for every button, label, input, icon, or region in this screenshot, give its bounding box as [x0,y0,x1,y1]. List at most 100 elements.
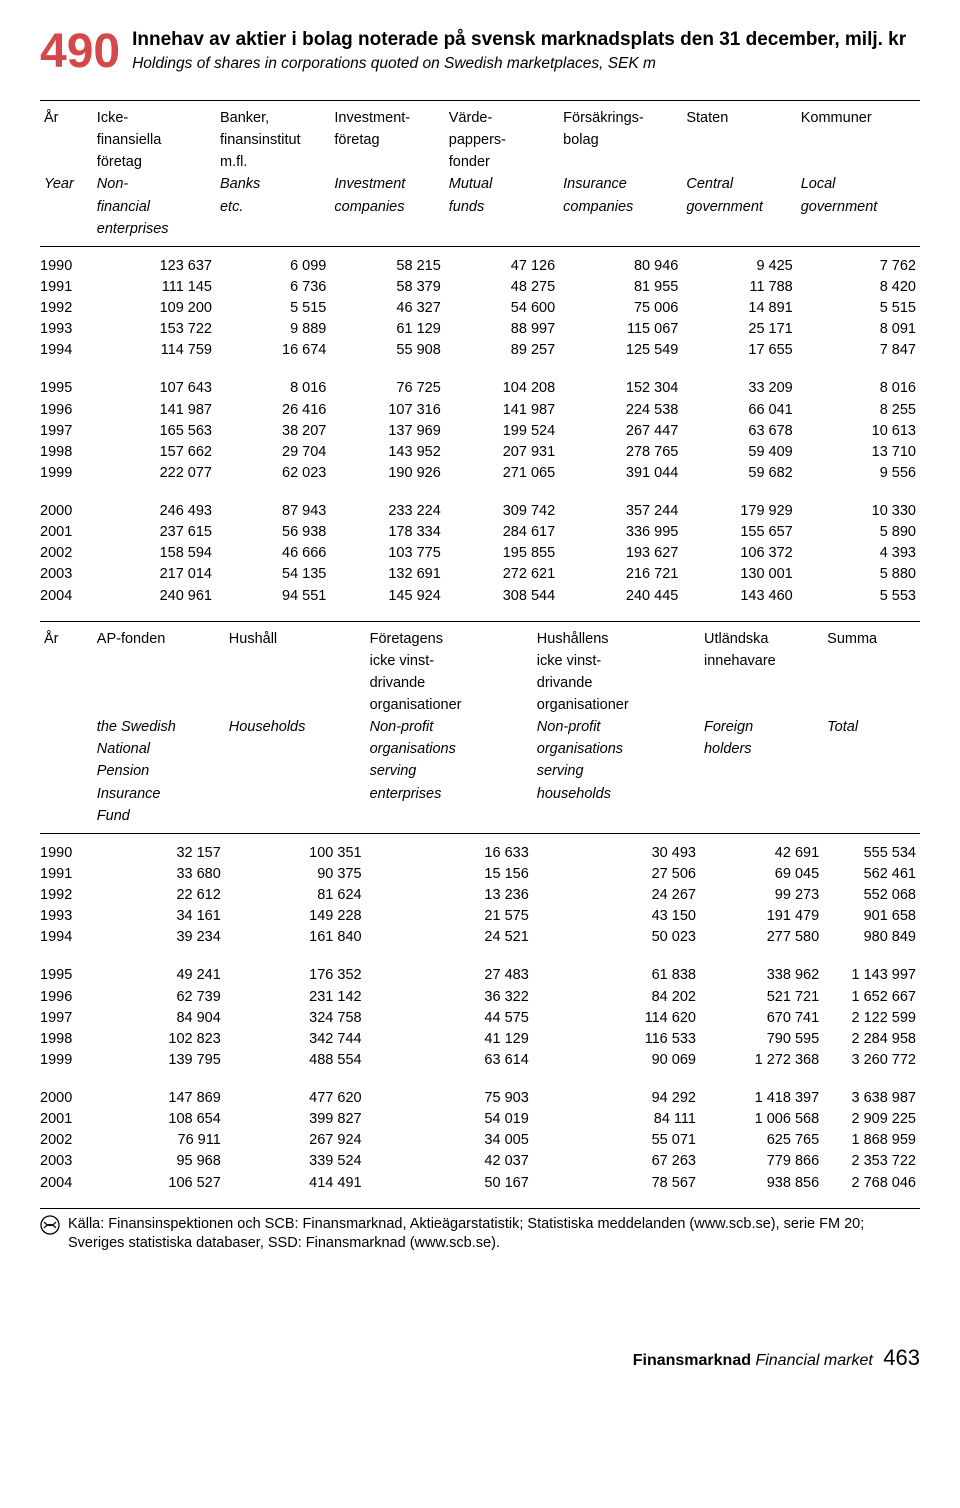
col-header: Företagens [366,621,533,650]
table-cell: 106 372 [682,543,796,564]
table-cell: 66 041 [682,399,796,420]
col-header [682,151,796,173]
col-header-en [682,218,796,247]
table-cell: 399 827 [225,1109,366,1130]
table-cell: 1997 [40,1007,93,1028]
table-cell: 69 045 [700,863,823,884]
table-cell: 27 506 [533,863,700,884]
table-cell: 488 554 [225,1049,366,1079]
col-header-en: companies [330,196,444,218]
table-row: 199222 61281 62413 23624 26799 273552 06… [40,885,920,906]
table-cell: 130 001 [682,564,796,585]
col-header-en: serving [533,760,700,782]
table-cell: 1 418 397 [700,1079,823,1109]
table-cell: 76 911 [93,1130,225,1151]
col-header-en [225,760,366,782]
table-cell: 16 633 [366,833,533,863]
table-cell: 271 065 [445,462,559,492]
table-cell: 1992 [40,885,93,906]
col-header-en [823,805,920,834]
table-cell: 5 880 [797,564,920,585]
col-header: Summa [823,621,920,650]
table-cell: 231 142 [225,986,366,1007]
table-cell: 16 674 [216,340,330,370]
table-cell: 114 620 [533,1007,700,1028]
table-cell: 1996 [40,399,93,420]
table-cell: 22 612 [93,885,225,906]
table-row: 199032 157100 35116 63330 49342 691555 5… [40,833,920,863]
table-cell: 115 067 [559,319,682,340]
col-header: finansinstitut [216,129,330,151]
col-header-en: government [797,196,920,218]
table-cell: 63 678 [682,420,796,441]
table-cell: 938 856 [700,1172,823,1202]
source-block: Källa: Finansinspektionen och SCB: Finan… [40,1208,920,1254]
col-header-en [533,805,700,834]
table-cell: 1997 [40,420,93,441]
col-header: organisationer [366,694,533,716]
table-cell: 62 023 [216,462,330,492]
col-header-en [797,218,920,247]
table-cell: 17 655 [682,340,796,370]
col-header [330,151,444,173]
col-header-en [366,805,533,834]
col-header: Icke- [93,101,216,130]
table-cell: 9 425 [682,246,796,276]
table-cell: 8 016 [216,369,330,399]
col-header: drivande [366,672,533,694]
table-cell: 94 292 [533,1079,700,1109]
table-row: 1994114 75916 67455 90889 257125 54917 6… [40,340,920,370]
table-cell: 21 575 [366,906,533,927]
table-cell: 84 904 [93,1007,225,1028]
col-header: innehavare [700,650,823,672]
table-cell: 158 594 [93,543,216,564]
table-cell: 308 544 [445,585,559,615]
col-header [682,129,796,151]
col-header-en: holders [700,738,823,760]
table-cell: 3 638 987 [823,1079,920,1109]
col-header-en: Total [823,716,920,738]
table-cell: 272 621 [445,564,559,585]
table-cell: 109 200 [93,298,216,319]
table-row: 2004240 96194 551145 924308 544240 44514… [40,585,920,615]
col-header-en: funds [445,196,559,218]
col-header-en: Non-profit [533,716,700,738]
table-cell: 10 330 [797,492,920,522]
table-cell: 1 652 667 [823,986,920,1007]
table-cell: 2002 [40,543,93,564]
table-cell: 477 620 [225,1079,366,1109]
table-cell: 193 627 [559,543,682,564]
col-header-en: organisations [366,738,533,760]
table-row: 1993153 7229 88961 12988 997115 06725 17… [40,319,920,340]
table-cell: 6 099 [216,246,330,276]
col-header-en: financial [93,196,216,218]
col-header-en [225,783,366,805]
col-header-en [40,805,93,834]
table-cell: 132 691 [330,564,444,585]
table-cell: 191 479 [700,906,823,927]
col-header: organisationer [533,694,700,716]
col-header [40,129,93,151]
table-cell: 267 447 [559,420,682,441]
table-cell: 89 257 [445,340,559,370]
col-header [40,151,93,173]
table-cell: 2003 [40,564,93,585]
table-cell: 61 838 [533,956,700,986]
table-row: 2000246 49387 943233 224309 742357 24417… [40,492,920,522]
table-cell: 1991 [40,276,93,297]
col-header-en [40,783,93,805]
col-header-en [445,218,559,247]
table-cell: 63 614 [366,1049,533,1079]
table-cell: 336 995 [559,522,682,543]
table-cell: 33 680 [93,863,225,884]
col-header: År [40,621,93,650]
table-cell: 5 553 [797,585,920,615]
table-cell: 29 704 [216,441,330,462]
table-cell: 309 742 [445,492,559,522]
table-row: 1998157 66229 704143 952207 931278 76559… [40,441,920,462]
col-header [40,694,93,716]
table-row: 2000147 869477 62075 90394 2921 418 3973… [40,1079,920,1109]
table-cell: 81 624 [225,885,366,906]
table-row: 2001237 61556 938178 334284 617336 99515… [40,522,920,543]
table-cell: 1992 [40,298,93,319]
